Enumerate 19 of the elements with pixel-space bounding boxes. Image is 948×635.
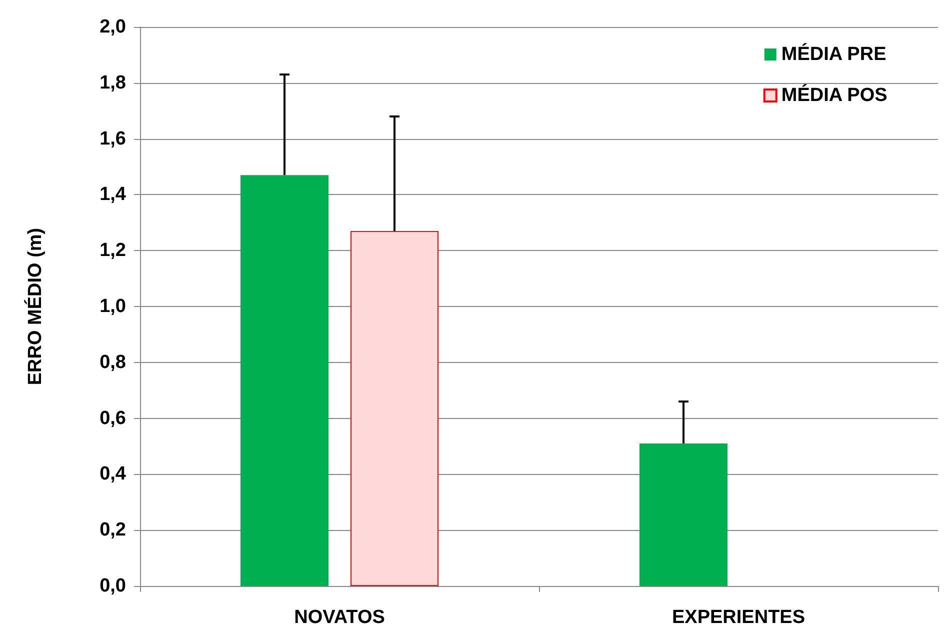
y-tick-label: 0,4: [100, 464, 126, 485]
y-tick-label: 1,6: [100, 128, 126, 150]
y-tick-label: 0,0: [100, 576, 126, 596]
y-tick-label: 2,0: [100, 16, 126, 38]
y-tick-label: 1,0: [100, 296, 126, 317]
y-tick-label: 0,2: [100, 520, 126, 541]
legend-label: MÉDIA PRE: [781, 43, 886, 65]
y-tick-label: 0,6: [100, 408, 126, 429]
y-axis-title: ERRO MÉDIO (m): [24, 228, 46, 386]
y-tick-label: 1,8: [100, 72, 126, 94]
bar: [240, 175, 328, 586]
y-tick-label: 1,2: [100, 240, 126, 262]
bar: [640, 443, 728, 586]
x-tick-label: EXPERIENTES: [672, 607, 806, 628]
bar: [350, 231, 438, 586]
legend-label: MÉDIA POS: [781, 84, 888, 106]
x-tick-label: NOVATOS: [294, 607, 385, 628]
y-tick-label: 0,8: [100, 352, 126, 373]
y-tick-label: 1,4: [100, 184, 126, 206]
